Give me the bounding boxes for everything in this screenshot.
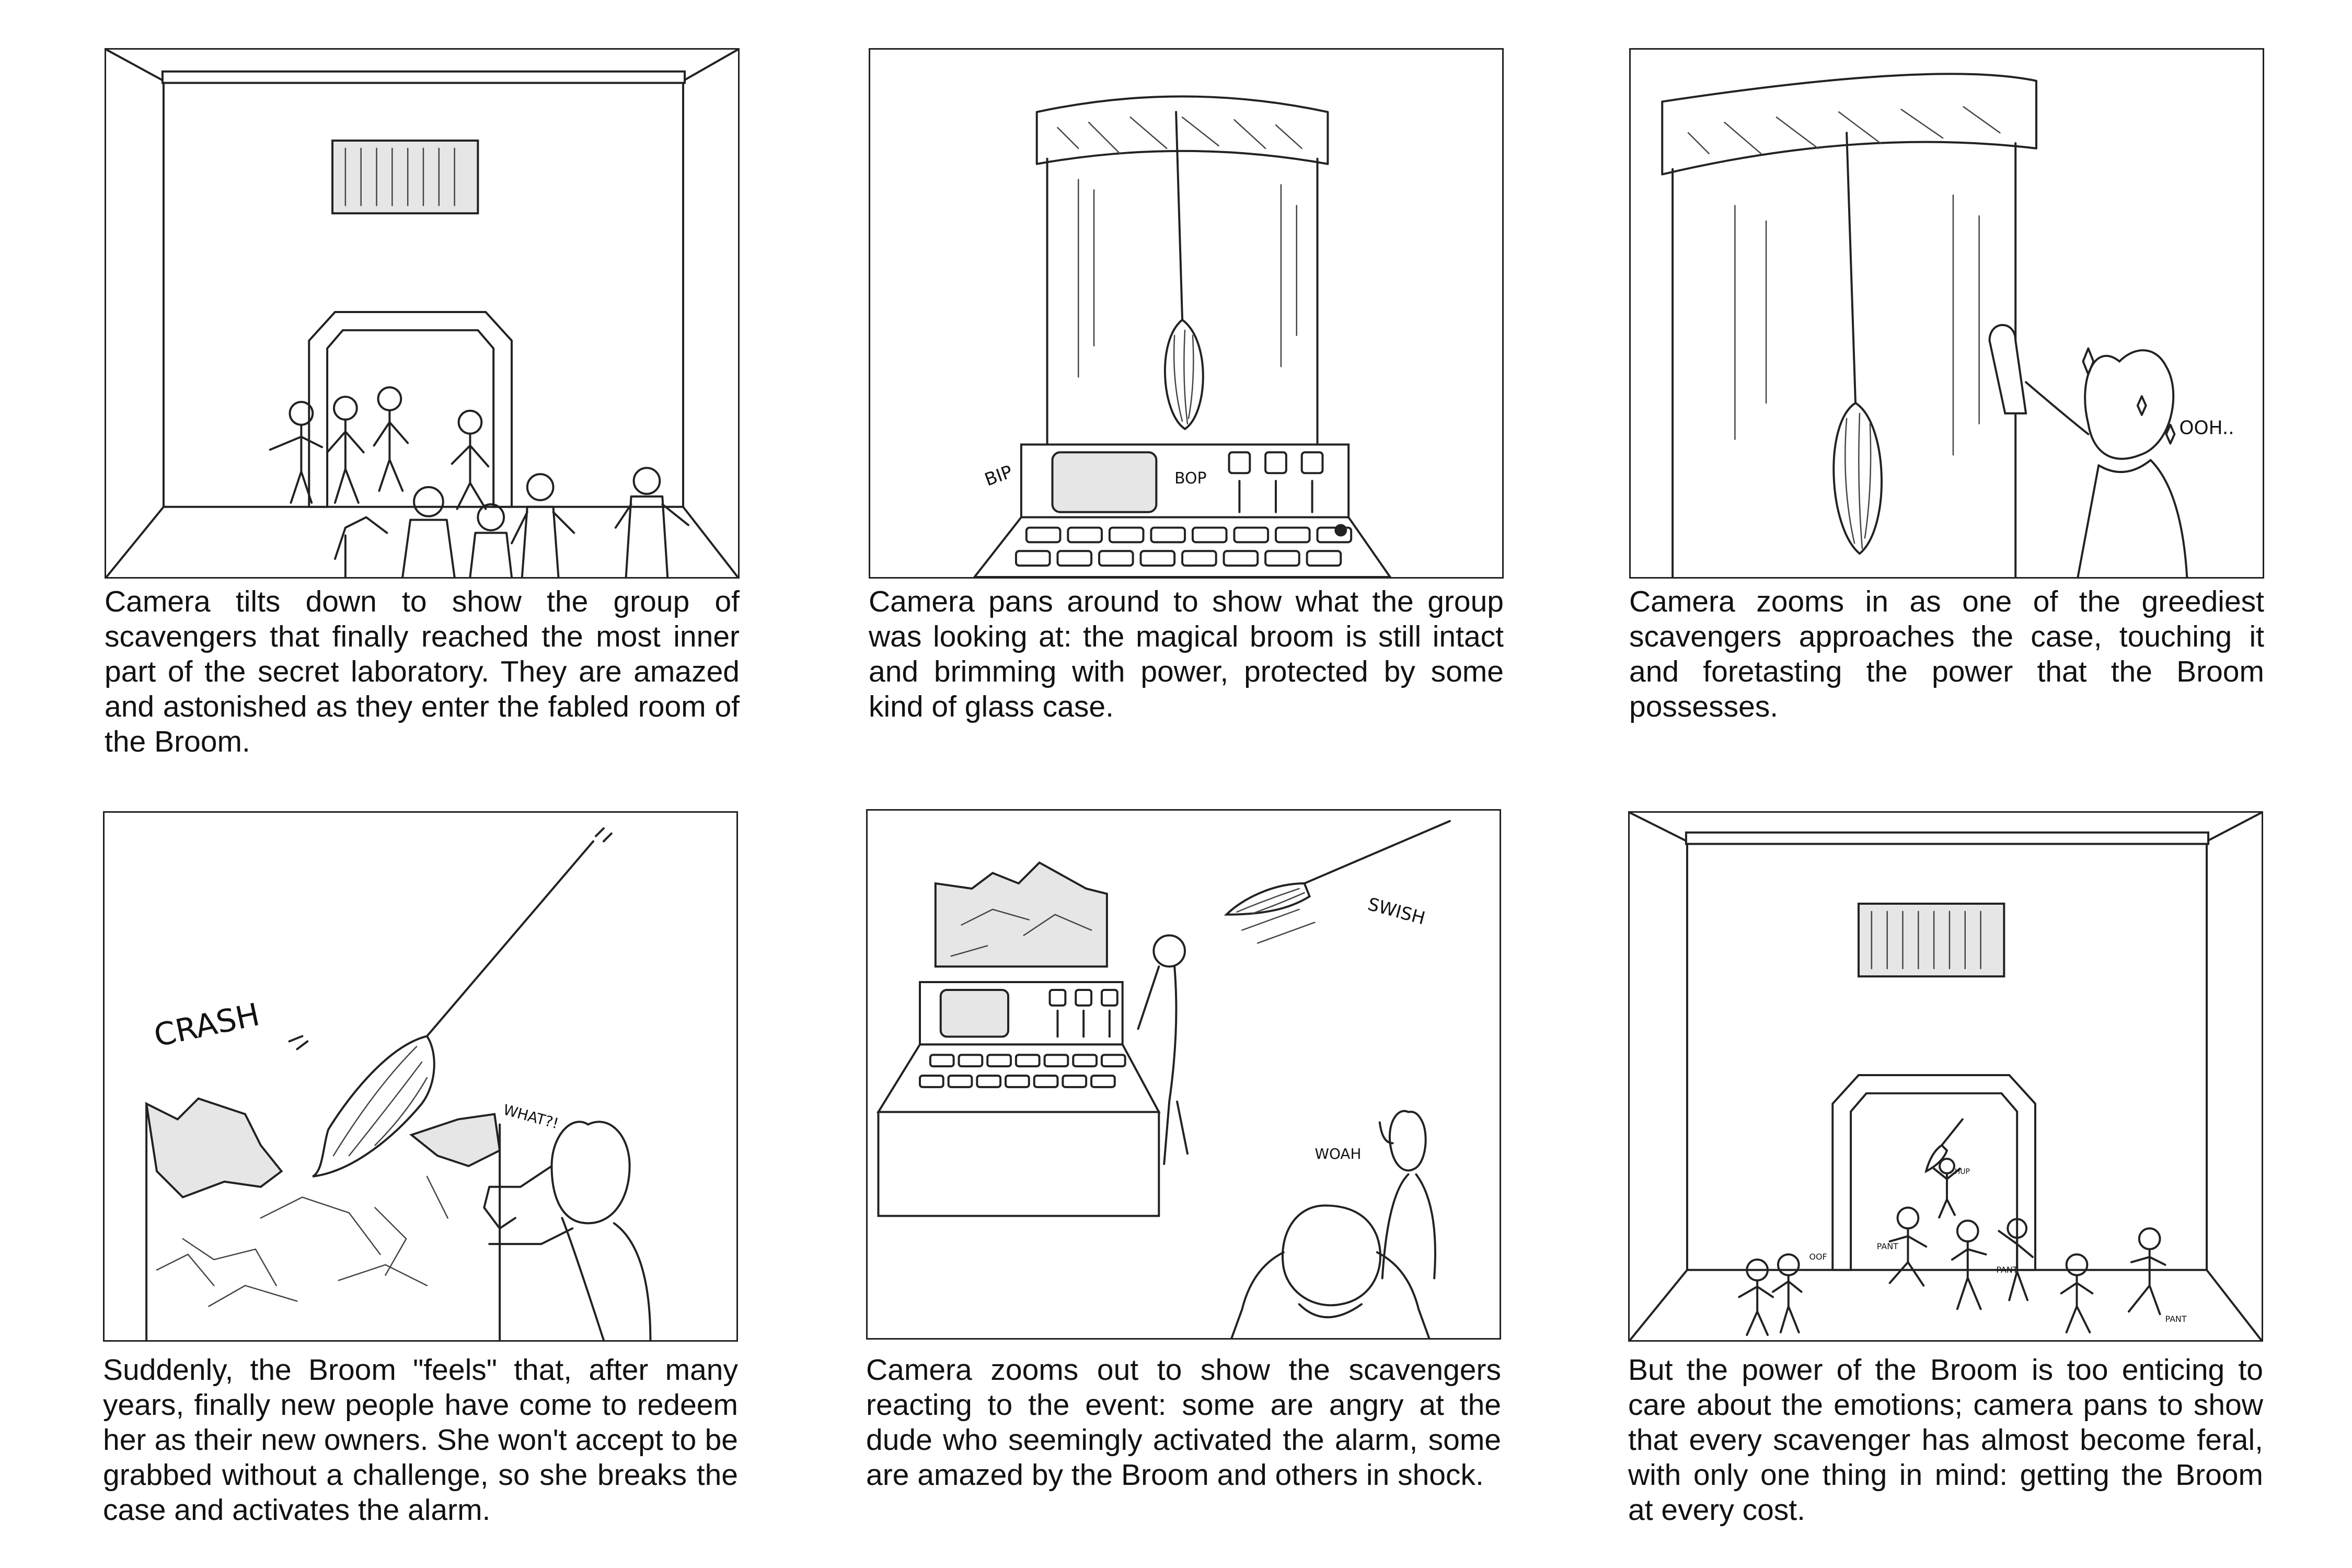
angry-scavenger [1230, 1204, 1431, 1338]
panel-4-sketch: CRASH WHAT?! [145, 827, 652, 1340]
panel-1-sketch [106, 50, 738, 577]
panel-5-sketch: SWISH WOAH [876, 820, 1451, 1338]
panel-6-sketch: PANT OOF HUP PANT PANT [1630, 813, 2262, 1340]
storyboard-panel-6: PANT OOF HUP PANT PANT [1628, 811, 2263, 1342]
console-screen [939, 988, 1009, 1038]
sfx-pant-1: PANT [1877, 1241, 1898, 1251]
magical-broom [1832, 132, 1883, 555]
sfx-ooh: OOH.. [2179, 418, 2234, 439]
scavenger-behind-case [1137, 934, 1189, 1165]
storyboard-panel-2: BIP BOP [869, 48, 1504, 579]
storyboard-panel-3: OOH.. [1629, 48, 2264, 579]
control-console [876, 981, 1161, 1217]
storyboard-panel-5: SWISH WOAH [866, 809, 1501, 1340]
flying-broom [312, 827, 613, 1178]
amazed-scavenger [1378, 1110, 1436, 1279]
sfx-what: WHAT?! [501, 1101, 560, 1132]
ceiling-vent [1858, 902, 2005, 978]
scavenger-group [269, 386, 689, 577]
panel-3-sketch: OOH.. [1661, 73, 2234, 577]
panel-4-caption: Suddenly, the Broom "feels" that, after … [103, 1353, 738, 1527]
console-screen [1051, 451, 1158, 513]
panel-6-caption: But the power of the Broom is too entici… [1628, 1353, 2263, 1527]
panel-2-sketch: BIP BOP [973, 95, 1392, 577]
panel-1-caption: Camera tilts down to show the group of s… [105, 585, 740, 758]
greedy-scavenger [1988, 324, 2188, 577]
broken-glass-case [934, 861, 1108, 968]
sfx-woah: WOAH [1315, 1145, 1362, 1162]
sfx-hup: HUP [1955, 1168, 1970, 1176]
panel-5-caption: Camera zooms out to show the scavengers … [866, 1353, 1501, 1492]
sfx-bip: BIP [982, 462, 1016, 490]
sfx-oof: OOF [1809, 1252, 1827, 1262]
panel-2-caption: Camera pans around to show what the grou… [869, 585, 1504, 723]
sfx-pant-2: PANT [1996, 1265, 2017, 1275]
flying-broom [1224, 820, 1451, 944]
magical-broom [1163, 111, 1204, 431]
storyboard-panel-1 [105, 48, 740, 579]
broken-glass-case [145, 1097, 501, 1340]
distant-broom [1924, 1118, 1964, 1173]
storyboard-panel-4: CRASH WHAT?! [103, 811, 738, 1342]
panel-3-caption: Camera zooms in as one of the greediest … [1629, 585, 2264, 723]
sfx-bop: BOP [1174, 469, 1206, 488]
feral-scavengers [1738, 1158, 2166, 1336]
surprised-scavenger [483, 1121, 652, 1340]
ceiling-vent [331, 139, 479, 215]
control-console [973, 443, 1392, 577]
sfx-swish: SWISH [1366, 894, 1427, 929]
sfx-crash: CRASH [151, 997, 263, 1054]
sfx-pant-3: PANT [2165, 1314, 2187, 1324]
